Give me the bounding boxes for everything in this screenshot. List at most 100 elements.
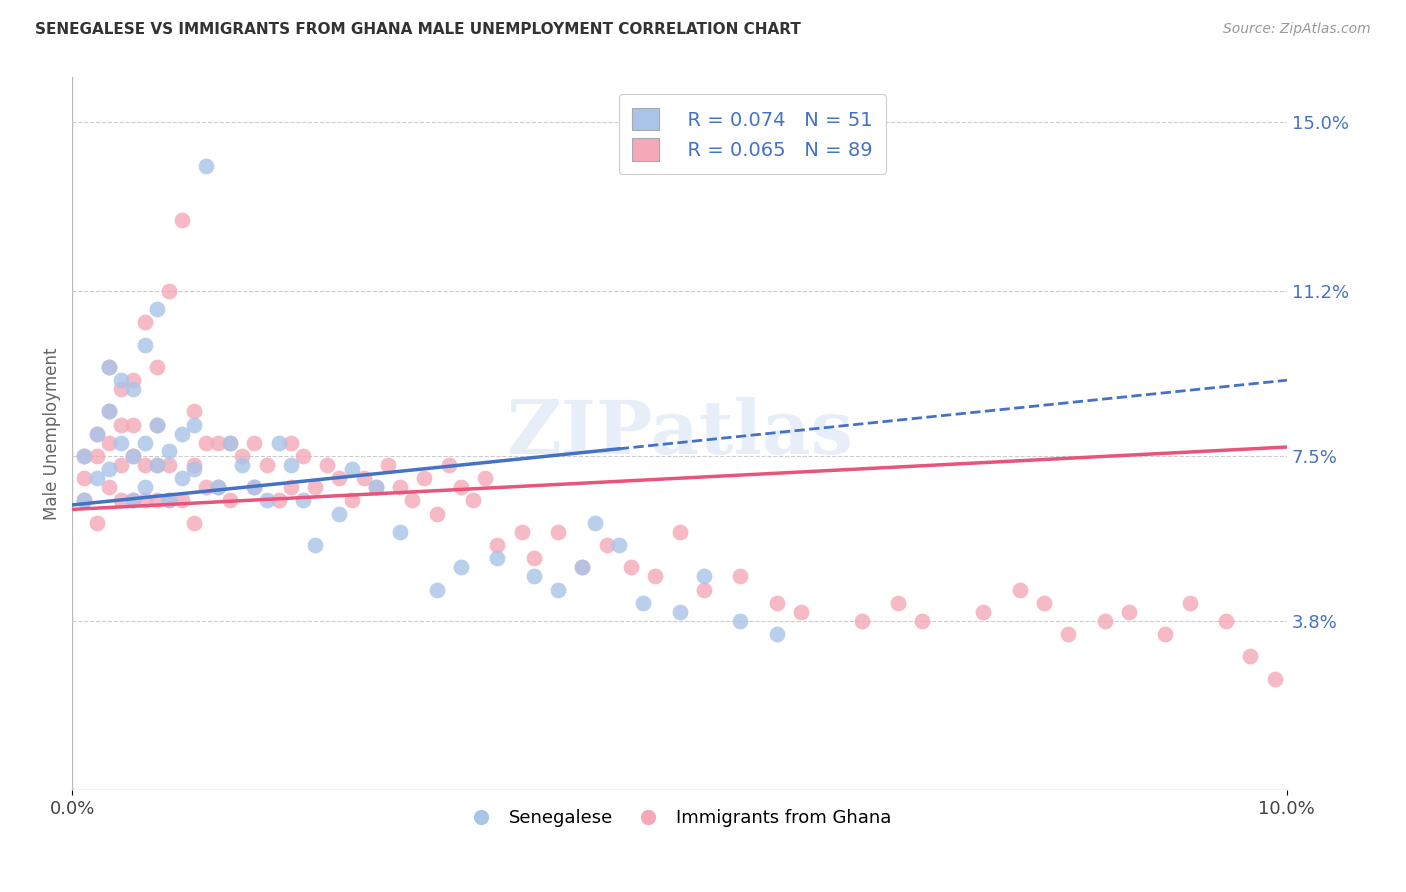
Point: [146, 417, 169, 432]
Point: [340, 493, 363, 508]
Point: [267, 435, 290, 450]
Point: [73, 493, 96, 508]
Point: [1215, 614, 1237, 628]
Point: [97, 404, 120, 418]
Point: [73, 493, 96, 508]
Point: [122, 449, 145, 463]
Point: [730, 569, 752, 583]
Point: [547, 524, 569, 539]
Point: [413, 471, 436, 485]
Point: [389, 480, 412, 494]
Point: [377, 458, 399, 472]
Point: [595, 538, 617, 552]
Y-axis label: Male Unemployment: Male Unemployment: [44, 347, 60, 520]
Point: [219, 435, 242, 450]
Point: [1032, 596, 1054, 610]
Point: [146, 359, 169, 374]
Point: [693, 582, 716, 597]
Point: [510, 524, 533, 539]
Point: [547, 582, 569, 597]
Point: [1094, 614, 1116, 628]
Point: [170, 213, 193, 227]
Point: [146, 301, 169, 316]
Legend: Senegalese, Immigrants from Ghana: Senegalese, Immigrants from Ghana: [460, 802, 898, 834]
Point: [219, 435, 242, 450]
Point: [110, 493, 132, 508]
Point: [134, 493, 156, 508]
Point: [730, 614, 752, 628]
Point: [364, 480, 387, 494]
Point: [97, 359, 120, 374]
Point: [122, 417, 145, 432]
Text: ZIPatlas: ZIPatlas: [506, 397, 853, 470]
Point: [243, 480, 266, 494]
Point: [170, 493, 193, 508]
Point: [122, 449, 145, 463]
Point: [620, 560, 643, 574]
Point: [110, 373, 132, 387]
Point: [790, 605, 813, 619]
Point: [668, 605, 690, 619]
Point: [256, 458, 278, 472]
Point: [1178, 596, 1201, 610]
Point: [157, 444, 180, 458]
Point: [110, 382, 132, 396]
Point: [219, 493, 242, 508]
Point: [170, 471, 193, 485]
Point: [292, 493, 315, 508]
Point: [207, 435, 229, 450]
Point: [122, 493, 145, 508]
Point: [851, 614, 873, 628]
Point: [765, 596, 787, 610]
Point: [73, 449, 96, 463]
Point: [461, 493, 484, 508]
Point: [134, 337, 156, 351]
Point: [243, 480, 266, 494]
Point: [146, 458, 169, 472]
Point: [110, 458, 132, 472]
Point: [523, 551, 546, 566]
Point: [668, 524, 690, 539]
Point: [765, 627, 787, 641]
Point: [231, 449, 253, 463]
Point: [243, 435, 266, 450]
Point: [1264, 672, 1286, 686]
Point: [280, 458, 302, 472]
Point: [450, 560, 472, 574]
Point: [887, 596, 910, 610]
Point: [183, 417, 205, 432]
Point: [426, 507, 449, 521]
Point: [353, 471, 375, 485]
Point: [97, 480, 120, 494]
Point: [1008, 582, 1031, 597]
Point: [292, 449, 315, 463]
Point: [86, 471, 108, 485]
Point: [183, 462, 205, 476]
Point: [389, 524, 412, 539]
Point: [97, 359, 120, 374]
Point: [194, 160, 217, 174]
Text: SENEGALESE VS IMMIGRANTS FROM GHANA MALE UNEMPLOYMENT CORRELATION CHART: SENEGALESE VS IMMIGRANTS FROM GHANA MALE…: [35, 22, 801, 37]
Point: [86, 426, 108, 441]
Point: [134, 480, 156, 494]
Point: [328, 471, 350, 485]
Point: [183, 458, 205, 472]
Point: [194, 480, 217, 494]
Point: [607, 538, 630, 552]
Point: [280, 480, 302, 494]
Point: [340, 462, 363, 476]
Point: [644, 569, 666, 583]
Point: [364, 480, 387, 494]
Point: [86, 426, 108, 441]
Point: [328, 507, 350, 521]
Point: [1057, 627, 1080, 641]
Point: [231, 458, 253, 472]
Point: [207, 480, 229, 494]
Point: [207, 480, 229, 494]
Point: [911, 614, 934, 628]
Point: [73, 449, 96, 463]
Point: [437, 458, 460, 472]
Point: [97, 462, 120, 476]
Point: [73, 471, 96, 485]
Point: [134, 458, 156, 472]
